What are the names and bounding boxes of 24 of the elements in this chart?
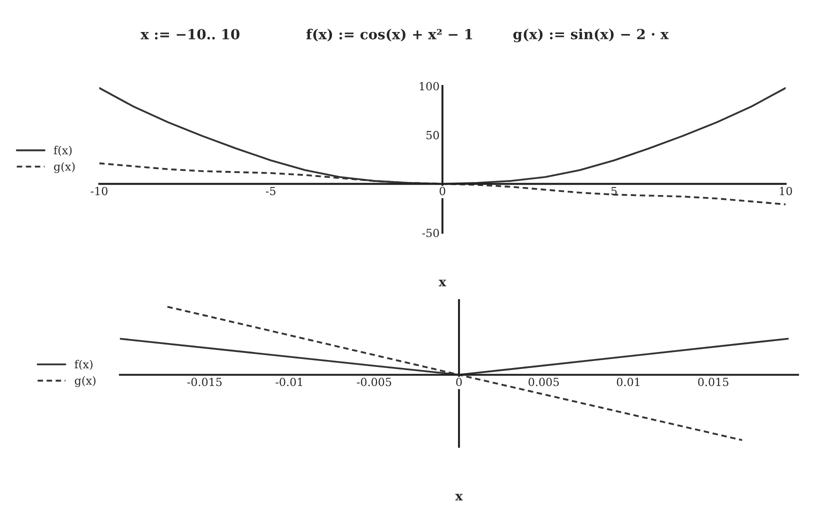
x-tick-label: 0.01 xyxy=(616,378,640,386)
x-tick-label: -10 xyxy=(90,186,108,196)
x-tick-label: 0 xyxy=(456,378,462,386)
x-tick-label: 10 xyxy=(780,186,792,196)
x-tick-label: -0.005 xyxy=(356,378,392,386)
text: x := −10.. 10 xyxy=(140,28,240,40)
x-axis-title: x xyxy=(455,494,463,500)
y-tick-label: 100 xyxy=(420,82,439,90)
legend-label: g(x) xyxy=(74,376,96,388)
x-tick-label: -5 xyxy=(266,186,276,196)
x-tick-label: -0.015 xyxy=(187,378,222,386)
x-tick-label: 0.005 xyxy=(528,378,559,386)
x-axis-title: x xyxy=(438,280,446,286)
y-tick-label: -50 xyxy=(422,228,439,238)
x-tick-label: 0.015 xyxy=(698,378,728,386)
text: f(x) := cos(x) + x² − 1 xyxy=(306,28,472,42)
x-tick-label: -0.01 xyxy=(276,378,302,386)
y-tick-label: 50 xyxy=(426,130,439,140)
legend-label: f(x) xyxy=(74,360,92,370)
x-tick-label: 0 xyxy=(440,186,446,196)
legend-label: g(x) xyxy=(54,162,75,173)
x-tick-label: 5 xyxy=(611,186,617,196)
legend-label: f(x) xyxy=(54,146,72,156)
text: g(x) := sin(x) − 2 · x xyxy=(513,28,669,42)
